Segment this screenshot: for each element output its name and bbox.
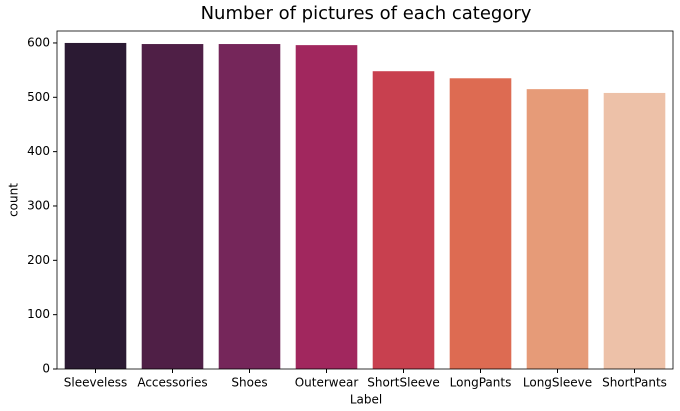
x-tick-label: Accessories — [137, 376, 207, 390]
chart-title: Number of pictures of each category — [201, 3, 532, 24]
bar — [295, 45, 358, 370]
y-axis-label: count — [7, 183, 21, 217]
x-tick-label: Outerwear — [295, 376, 359, 390]
x-tick-label: Sleeveless — [64, 376, 127, 390]
bar — [218, 44, 281, 369]
bar — [449, 78, 512, 370]
x-tick-label: ShortSleeve — [367, 376, 439, 390]
y-tick-label: 100 — [27, 307, 50, 321]
bar — [526, 89, 589, 370]
x-tick-label: Shoes — [231, 376, 267, 390]
bar — [372, 71, 435, 369]
y-tick-label: 0 — [42, 362, 50, 376]
x-axis-label: Label — [350, 393, 382, 407]
y-tick-label: 400 — [27, 144, 50, 158]
axes-frame — [56, 30, 674, 370]
x-tick-label: ShortPants — [602, 376, 667, 390]
x-tick-label: LongSleeve — [523, 376, 592, 390]
y-tick-label: 300 — [27, 198, 50, 212]
bar — [64, 42, 127, 369]
x-tick-label: LongPants — [450, 376, 512, 390]
y-tick-label: 500 — [27, 90, 50, 104]
bar — [141, 44, 204, 369]
y-tick-label: 200 — [27, 253, 50, 267]
y-tick-label: 600 — [27, 35, 50, 49]
bar — [603, 92, 666, 370]
